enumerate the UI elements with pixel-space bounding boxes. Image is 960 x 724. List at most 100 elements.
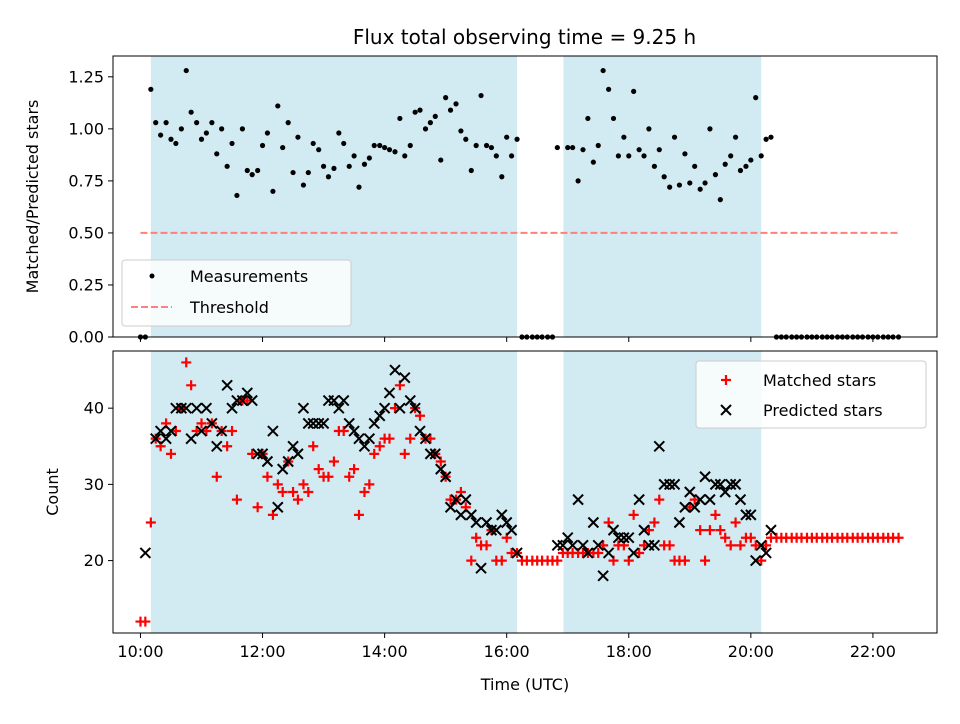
measurements-point	[676, 182, 683, 188]
measurements-point	[351, 153, 357, 159]
x-tick-label: 16:00	[484, 642, 530, 661]
predicted-stars-point	[251, 448, 264, 460]
predicted-stars-point	[455, 509, 467, 521]
measurements-point	[610, 115, 617, 122]
predicted-stars-point	[592, 539, 604, 552]
measurements-point	[224, 163, 230, 169]
matched-stars-point	[247, 448, 258, 459]
predicted-stars-point	[572, 493, 584, 506]
predicted-stars-point	[154, 425, 167, 437]
measurements-point	[473, 142, 479, 149]
legend-threshold-label: Threshold	[189, 298, 269, 317]
predicted-stars-point	[729, 478, 742, 491]
measurements-point	[565, 144, 571, 151]
measurements-point	[285, 120, 291, 126]
x-tick-label: 18:00	[606, 642, 652, 661]
measurements-point	[707, 126, 713, 132]
predicted-stars-point	[557, 539, 569, 552]
matched-stars-point	[664, 540, 675, 551]
measurements-point	[661, 174, 667, 180]
measurements-point	[682, 151, 688, 157]
measurements-point	[621, 134, 627, 140]
predicted-stars-point	[699, 471, 711, 483]
predicted-stars-point	[241, 387, 253, 399]
predicted-stars-point	[470, 516, 482, 529]
top-panel-legend: Measurements Threshold	[121, 259, 352, 327]
predicted-stars-point	[165, 425, 177, 437]
predicted-stars-point	[200, 402, 213, 414]
matched-stars-point	[145, 517, 156, 528]
measurements-point	[305, 169, 311, 176]
matched-stars-point	[710, 509, 721, 520]
predicted-stars-point	[206, 417, 218, 430]
matched-stars-point	[292, 494, 303, 505]
measurements-point	[432, 113, 438, 119]
predicted-stars-point	[287, 440, 299, 452]
matched-stars-point	[231, 494, 242, 505]
measurements-point	[377, 142, 383, 149]
y-tick-label: 40	[84, 399, 104, 418]
predicted-stars-point	[450, 493, 462, 506]
bottom-legend-box	[695, 360, 927, 429]
x-tick-label: 22:00	[850, 642, 896, 661]
measurements-point	[631, 88, 637, 94]
measurements-point	[743, 163, 749, 169]
matched-stars-point	[684, 502, 695, 513]
measurements-point	[590, 159, 596, 165]
matched-stars-point	[639, 540, 650, 551]
predicted-stars-point	[740, 509, 752, 521]
predicted-stars-point	[389, 364, 401, 376]
measurements-point	[656, 147, 662, 153]
top-panel-y-axis-label: Matched/Predicted stars	[23, 100, 42, 294]
measurements-point	[763, 136, 769, 142]
predicted-stars-point	[394, 402, 406, 414]
measurements-point	[386, 147, 393, 153]
predicted-stars-point	[256, 448, 269, 460]
matched-stars-point	[893, 532, 904, 543]
matched-stars-point	[643, 525, 654, 536]
predicted-stars-point	[404, 394, 416, 407]
matched-stars-point	[704, 525, 715, 536]
predicted-stars-point	[363, 432, 376, 445]
predicted-stars-point	[496, 509, 508, 521]
predicted-stars-point	[562, 532, 574, 544]
measurements-point	[463, 136, 469, 142]
measurements-point	[203, 130, 209, 136]
matched-stars-point	[389, 403, 400, 414]
measurements-point	[198, 136, 205, 142]
matched-stars-point	[349, 464, 360, 475]
predicted-stars-point	[653, 440, 665, 452]
measurements-point	[722, 161, 728, 167]
x-tick-label: 12:00	[239, 642, 285, 661]
measurements-point	[615, 153, 621, 159]
predicted-stars-point	[424, 448, 437, 460]
measurements-point	[768, 134, 774, 140]
predicted-stars-point	[709, 478, 722, 491]
top-panel-frame	[112, 55, 938, 338]
measurements-point	[382, 144, 388, 151]
x-tick-label: 14:00	[362, 642, 408, 661]
matched-stars-point	[745, 532, 756, 543]
matched-stars-point	[730, 517, 741, 528]
top-legend-box	[121, 259, 352, 327]
measurements-point	[636, 147, 642, 153]
predicted-stars-point	[734, 493, 747, 506]
measurements-point	[346, 163, 352, 169]
measurements-point	[641, 153, 647, 159]
measurements-point	[412, 109, 418, 115]
predicted-stars-point	[602, 547, 615, 559]
measurements-point	[697, 186, 703, 192]
measurements-point	[712, 172, 719, 178]
measurements-point	[325, 174, 332, 180]
matched-stars-point	[720, 532, 731, 543]
predicted-stars-point	[175, 402, 188, 414]
matched-stars-point	[425, 433, 436, 444]
predicted-stars-point	[760, 547, 772, 559]
measurements-point	[417, 107, 423, 113]
measurements-point	[483, 142, 490, 149]
predicted-stars-point	[714, 478, 727, 491]
measurements-point	[249, 172, 255, 178]
matched-stars-point	[735, 540, 746, 551]
measurements-point	[264, 130, 271, 136]
measurements-point	[508, 153, 515, 159]
